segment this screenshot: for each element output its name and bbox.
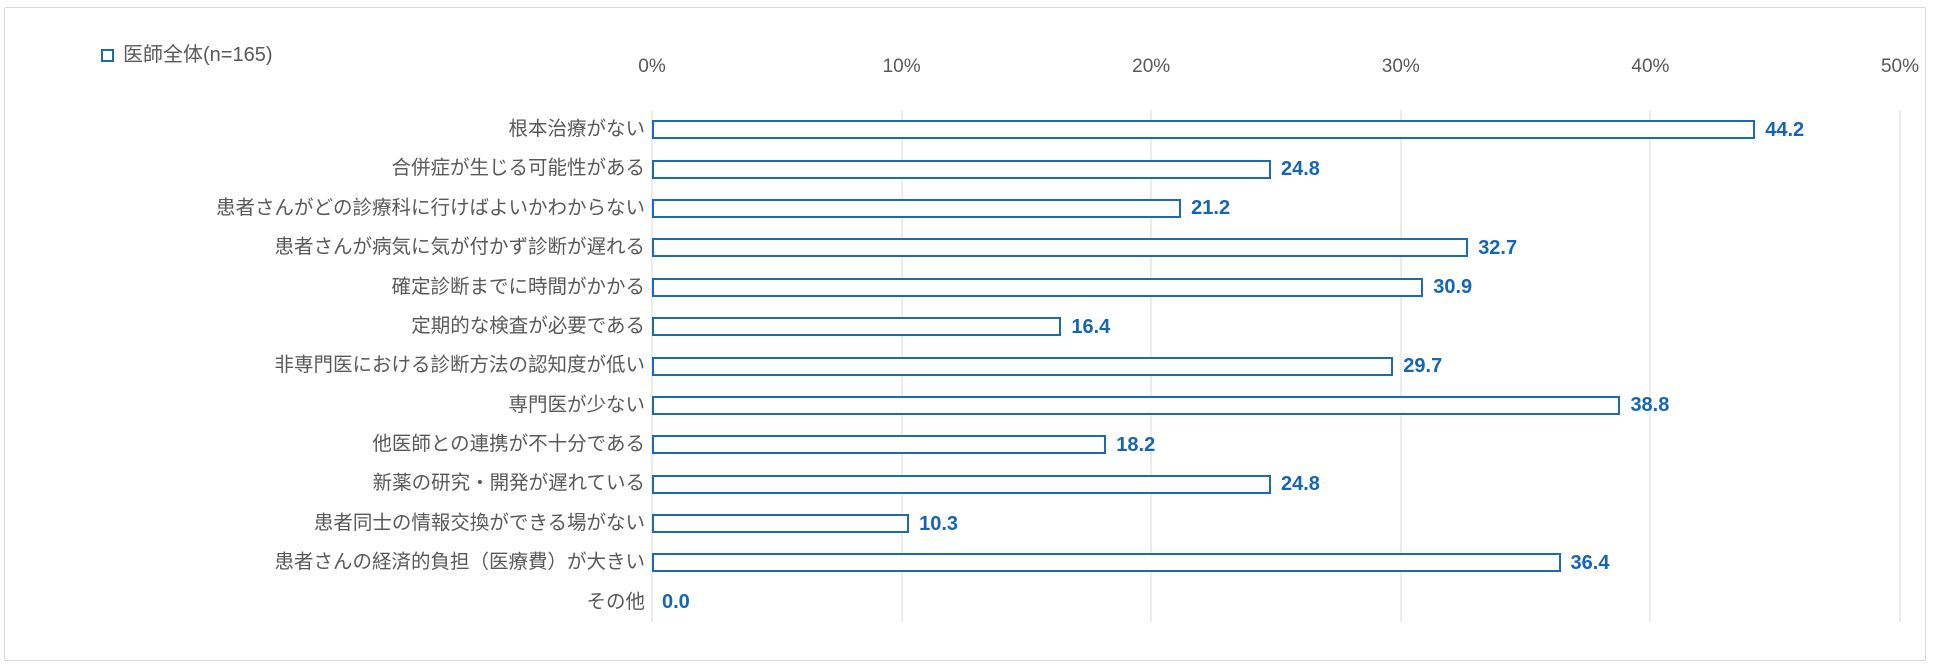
bar-row: 38.8 xyxy=(652,386,1900,425)
bar xyxy=(652,514,910,534)
bar-row: 0.0 xyxy=(652,583,1900,622)
category-label: 患者同士の情報交換ができる場がない xyxy=(313,511,645,534)
category-label: 合併症が生じる可能性がある xyxy=(391,157,645,180)
bar xyxy=(652,317,1062,337)
value-label: 38.8 xyxy=(1630,394,1670,417)
bar xyxy=(652,395,1621,415)
bar-row: 18.2 xyxy=(652,425,1900,464)
legend: 医師全体(n=165) xyxy=(101,45,273,65)
gridline xyxy=(1400,110,1402,622)
category-label: 定期的な検査が必要である xyxy=(411,314,645,337)
category-label: 患者さんの経済的負担（医療費）が大きい xyxy=(274,551,645,574)
x-axis-tick-label: 50% xyxy=(1880,56,1920,77)
value-label: 18.2 xyxy=(1116,433,1156,456)
gridline xyxy=(1649,110,1651,622)
category-label: 新薬の研究・開発が遅れている xyxy=(372,472,645,495)
value-label: 0.0 xyxy=(662,591,690,614)
category-label: 他医師との連携が不十分である xyxy=(372,433,645,456)
bar xyxy=(652,120,1756,140)
value-label: 16.4 xyxy=(1071,315,1111,338)
bar-row: 21.2 xyxy=(652,189,1900,228)
bar xyxy=(652,474,1271,494)
x-axis-tick-label: 20% xyxy=(1132,56,1171,77)
chart-frame: 医師全体(n=165) 0% 10% 20% 30% 40% 50% 根本治療がない合併症… xyxy=(4,7,1926,661)
category-label: 確定診断までに時間がかかる xyxy=(391,275,645,298)
category-label: 専門医が少ない xyxy=(508,393,645,416)
value-label: 36.4 xyxy=(1570,551,1610,574)
x-axis-tick-label: 10% xyxy=(882,56,921,77)
value-label: 10.3 xyxy=(919,512,959,535)
value-label: 32.7 xyxy=(1478,236,1518,259)
legend-hollow-square-icon xyxy=(101,48,114,62)
bar xyxy=(652,198,1182,218)
bar-row: 32.7 xyxy=(652,228,1900,267)
bar-row: 36.4 xyxy=(652,543,1900,582)
bar xyxy=(652,277,1424,297)
bar-row: 24.8 xyxy=(652,465,1900,504)
category-label: 非専門医における診断方法の認知度が低い xyxy=(274,354,645,377)
bar-row: 30.9 xyxy=(652,268,1900,307)
value-label: 24.8 xyxy=(1281,473,1320,496)
bar xyxy=(652,356,1394,376)
x-axis-tick-label: 40% xyxy=(1631,56,1670,77)
bar-row: 16.4 xyxy=(652,307,1900,346)
category-label: 根本治療がない xyxy=(508,117,645,140)
gridline xyxy=(1899,110,1901,622)
value-label: 24.8 xyxy=(1281,158,1320,181)
value-label: 44.2 xyxy=(1765,118,1805,141)
bar-row: 10.3 xyxy=(652,504,1900,543)
x-axis-tick-label: 30% xyxy=(1381,56,1420,77)
bar-row: 44.2 xyxy=(652,110,1900,149)
bar xyxy=(652,159,1271,179)
category-label: 患者さんが病気に気が付かず診断が遅れる xyxy=(274,236,645,259)
bar-row: 24.8 xyxy=(652,149,1900,188)
bar-row: 29.7 xyxy=(652,346,1900,385)
bar xyxy=(652,238,1469,258)
bar xyxy=(652,435,1107,455)
legend-label: 医師全体(n=165) xyxy=(123,44,273,66)
bars: 44.2 24.8 21.2 32.7 30.9 16.4 29.7 38.8 18.2 24.8… xyxy=(652,110,1900,622)
value-label: 29.7 xyxy=(1403,355,1443,378)
category-label: その他 xyxy=(586,590,645,613)
bar xyxy=(652,553,1561,573)
x-axis-tick-label: 0% xyxy=(638,56,666,77)
category-label: 患者さんがどの診療科に行けばよいかわからない xyxy=(215,196,645,219)
category-labels: 根本治療がない合併症が生じる可能性がある患者さんがどの診療科に行けばよいかわから… xyxy=(45,110,645,622)
value-label: 21.2 xyxy=(1191,197,1231,220)
value-label: 30.9 xyxy=(1433,276,1473,299)
x-axis: 0% 10% 20% 30% 40% 50% xyxy=(638,56,1919,80)
